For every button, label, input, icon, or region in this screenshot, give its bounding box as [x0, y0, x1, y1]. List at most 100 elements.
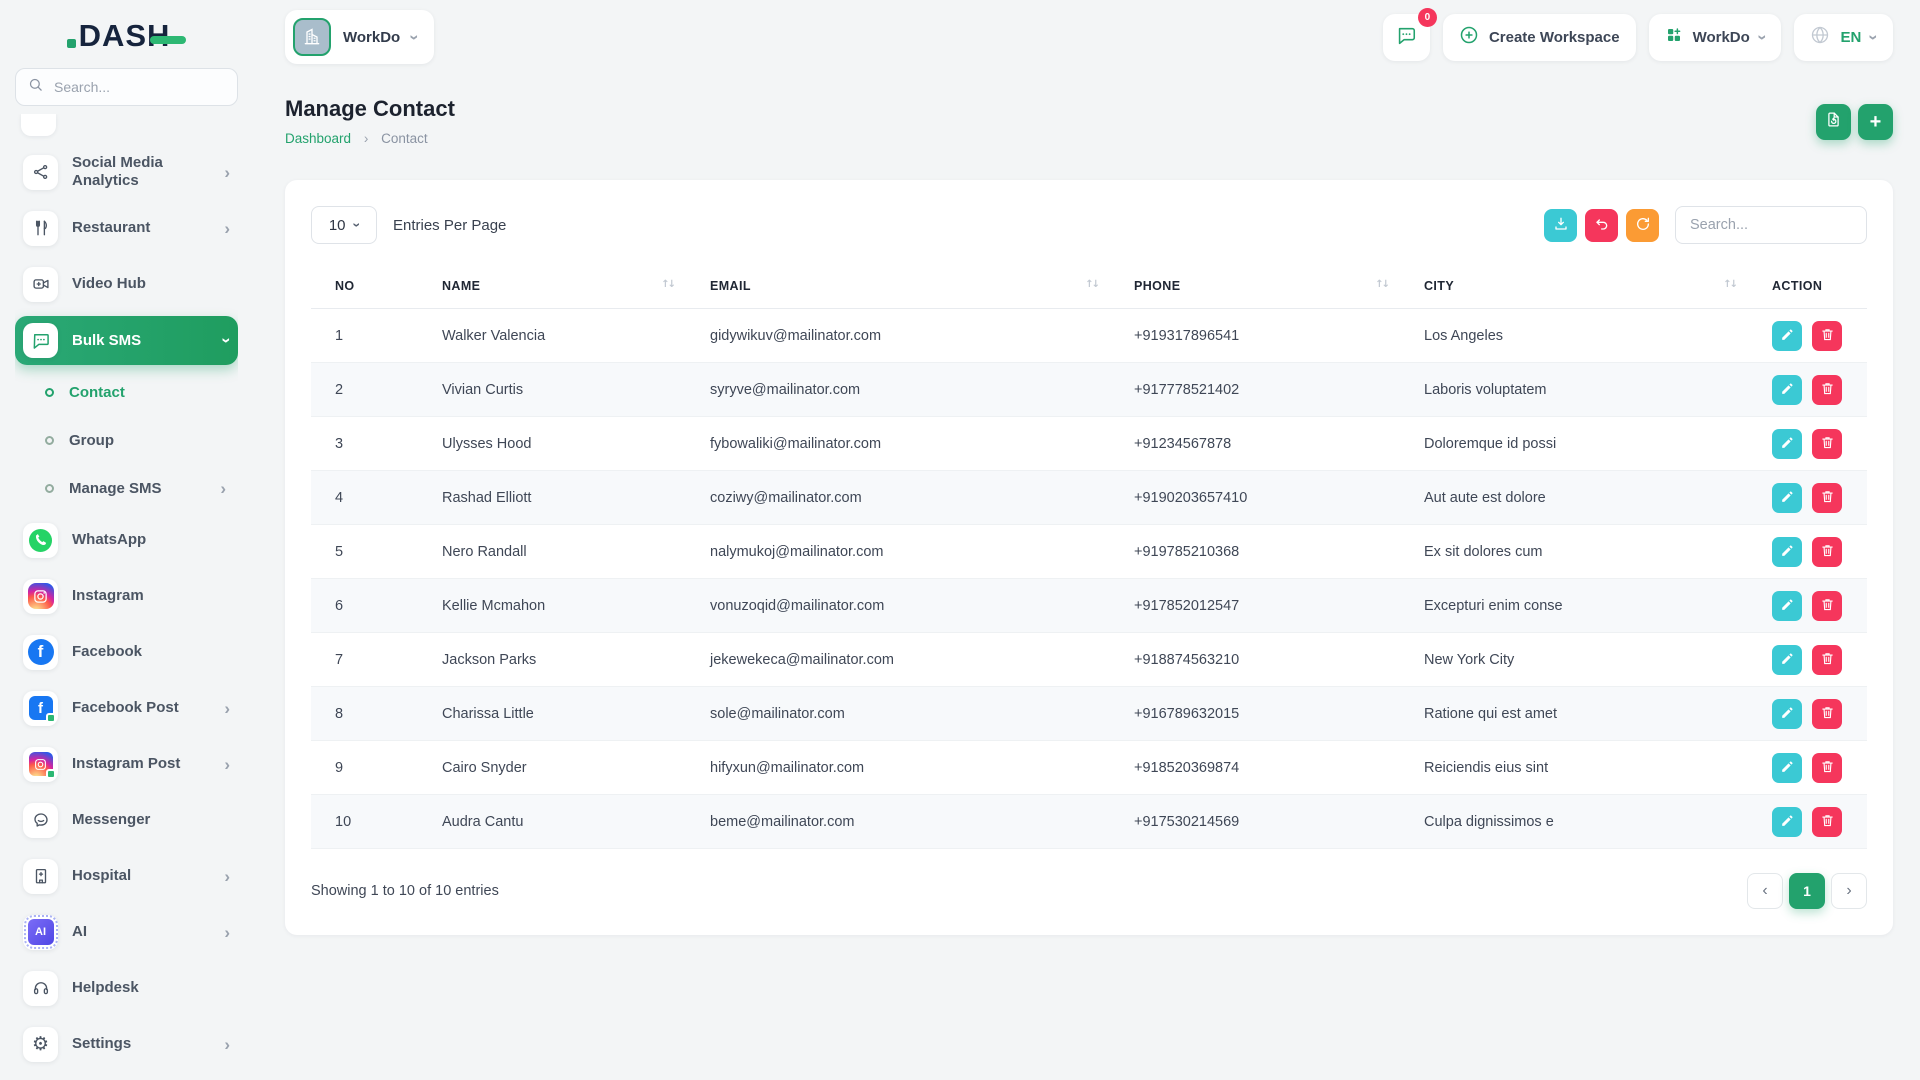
- sidebar-subitem-group[interactable]: Group: [15, 416, 238, 464]
- column-header-phone[interactable]: PHONE ↑↓: [1110, 264, 1400, 309]
- delete-button[interactable]: [1812, 590, 1843, 621]
- cell-phone: +917778521402: [1110, 362, 1400, 417]
- export-button[interactable]: [1544, 208, 1577, 242]
- page-1-button[interactable]: 1: [1789, 873, 1825, 909]
- cell-city: Reiciendis eius sint: [1400, 740, 1748, 795]
- edit-button[interactable]: [1772, 590, 1802, 621]
- sort-icon[interactable]: ↑↓: [661, 279, 676, 290]
- cell-email: gidywikuv@mailinator.com: [686, 308, 1110, 363]
- cell-action: [1748, 470, 1867, 525]
- breadcrumb: Dashboard › Contact: [285, 131, 455, 146]
- column-header-email[interactable]: EMAIL ↑↓: [686, 264, 1110, 309]
- cell-phone: +917852012547: [1110, 578, 1400, 633]
- cell-email: fybowaliki@mailinator.com: [686, 416, 1110, 471]
- edit-button[interactable]: [1772, 536, 1802, 567]
- cell-name: Cairo Snyder: [418, 740, 686, 795]
- cell-name: Ulysses Hood: [418, 416, 686, 471]
- pencil-icon: [1780, 435, 1795, 453]
- import-contacts-button[interactable]: [1816, 104, 1851, 140]
- sidebar-item-ai[interactable]: AI AI ›: [15, 904, 238, 960]
- column-header-name[interactable]: NAME ↑↓: [418, 264, 686, 309]
- delete-button[interactable]: [1812, 806, 1843, 837]
- refresh-button[interactable]: [1626, 208, 1659, 242]
- sidebar-search-input[interactable]: [52, 78, 225, 96]
- delete-button[interactable]: [1812, 482, 1843, 513]
- table-controls: 10 › Entries Per Page: [311, 206, 1867, 244]
- delete-button[interactable]: [1812, 320, 1843, 351]
- cell-city: Doloremque id possi: [1400, 416, 1748, 471]
- chevron-down-icon: ›: [1753, 34, 1773, 40]
- delete-button[interactable]: [1812, 536, 1843, 567]
- notification-badge: 0: [1417, 7, 1437, 27]
- sidebar-item-facebook[interactable]: f Facebook: [15, 624, 238, 680]
- next-page-button[interactable]: ›: [1831, 873, 1867, 909]
- add-contact-button[interactable]: +: [1858, 104, 1893, 140]
- contacts-card: 10 › Entries Per Page: [285, 180, 1893, 935]
- sidebar-item-instagram-post[interactable]: Instagram Post ›: [15, 736, 238, 792]
- cell-name: Charissa Little: [418, 686, 686, 741]
- breadcrumb-dashboard-link[interactable]: Dashboard: [285, 131, 352, 146]
- workspace-selector[interactable]: WorkDo ›: [285, 10, 434, 64]
- delete-button[interactable]: [1812, 428, 1843, 459]
- edit-button[interactable]: [1772, 806, 1802, 837]
- sort-icon[interactable]: ↑↓: [1723, 279, 1738, 290]
- edit-button[interactable]: [1772, 428, 1802, 459]
- column-header-city[interactable]: CITY ↑↓: [1400, 264, 1748, 309]
- messages-button[interactable]: 0: [1382, 7, 1437, 61]
- language-selector[interactable]: EN ›: [1794, 13, 1893, 61]
- sidebar-subitem-contact[interactable]: Contact: [15, 368, 238, 416]
- cell-phone: +918520369874: [1110, 740, 1400, 795]
- sidebar-item-helpdesk[interactable]: Helpdesk: [15, 960, 238, 1016]
- sidebar-item-instagram[interactable]: Instagram: [15, 568, 238, 624]
- sidebar-item-facebook-post[interactable]: f Facebook Post ›: [15, 680, 238, 736]
- search-icon: [28, 77, 43, 97]
- delete-button[interactable]: [1812, 752, 1843, 783]
- edit-button[interactable]: [1772, 482, 1802, 513]
- table-row: 8 Charissa Little sole@mailinator.com +9…: [311, 686, 1867, 741]
- sidebar-item-hospital[interactable]: Hospital ›: [15, 848, 238, 904]
- cell-no: 9: [311, 740, 418, 795]
- chevron-down-icon: ›: [348, 222, 365, 228]
- sidebar-item-social-media-analytics[interactable]: Social Media Analytics ›: [15, 144, 238, 200]
- sidebar-item-bulk-sms[interactable]: Bulk SMS ›: [15, 316, 238, 365]
- create-workspace-button[interactable]: Create Workspace: [1442, 13, 1636, 61]
- entries-per-page-select[interactable]: 10 ›: [311, 206, 377, 244]
- chevron-right-icon: ›: [220, 478, 226, 498]
- pencil-icon: [1780, 543, 1795, 561]
- sidebar-item-whatsapp[interactable]: WhatsApp: [15, 512, 238, 568]
- sidebar-item-messenger[interactable]: Messenger: [15, 792, 238, 848]
- sidebar: DASH Social Media Analytics › Restaurant…: [0, 0, 253, 1080]
- table-search-input[interactable]: [1675, 206, 1867, 244]
- reset-button[interactable]: [1585, 208, 1618, 242]
- sidebar-item-partial[interactable]: [15, 114, 238, 144]
- prev-page-button[interactable]: ‹: [1747, 873, 1783, 909]
- sidebar-item-restaurant[interactable]: Restaurant ›: [15, 200, 238, 256]
- sidebar-subitem-manage-sms[interactable]: Manage SMS ›: [15, 464, 238, 512]
- delete-button[interactable]: [1812, 698, 1843, 729]
- table-header-row: NO NAME ↑↓ EMAIL ↑↓ PHONE ↑↓ CITY ↑↓ ACT…: [311, 264, 1867, 309]
- edit-button[interactable]: [1772, 320, 1802, 351]
- app-logo: DASH: [15, 0, 238, 60]
- pencil-icon: [1780, 489, 1795, 507]
- chevron-right-icon: ›: [224, 698, 230, 718]
- workdo-menu-button[interactable]: WorkDo ›: [1648, 13, 1782, 61]
- circle-icon: [45, 387, 54, 397]
- sidebar-item-video-hub[interactable]: Video Hub: [15, 256, 238, 312]
- delete-button[interactable]: [1812, 374, 1843, 405]
- sort-icon[interactable]: ↑↓: [1085, 279, 1100, 290]
- cell-city: Ratione qui est amet: [1400, 686, 1748, 741]
- instagram-post-icon: [23, 746, 58, 782]
- sidebar-item-settings[interactable]: ⚙ Settings ›: [15, 1016, 238, 1068]
- edit-button[interactable]: [1772, 374, 1802, 405]
- edit-button[interactable]: [1772, 698, 1802, 729]
- sort-icon[interactable]: ↑↓: [1375, 279, 1390, 290]
- cell-no: 1: [311, 308, 418, 363]
- cell-action: [1748, 794, 1867, 849]
- sidebar-search[interactable]: [15, 68, 238, 106]
- edit-button[interactable]: [1772, 644, 1802, 675]
- cell-no: 8: [311, 686, 418, 741]
- delete-button[interactable]: [1812, 644, 1843, 675]
- edit-button[interactable]: [1772, 752, 1802, 783]
- building-icon: [293, 18, 331, 56]
- page-header: Manage Contact Dashboard › Contact +: [285, 96, 1893, 146]
